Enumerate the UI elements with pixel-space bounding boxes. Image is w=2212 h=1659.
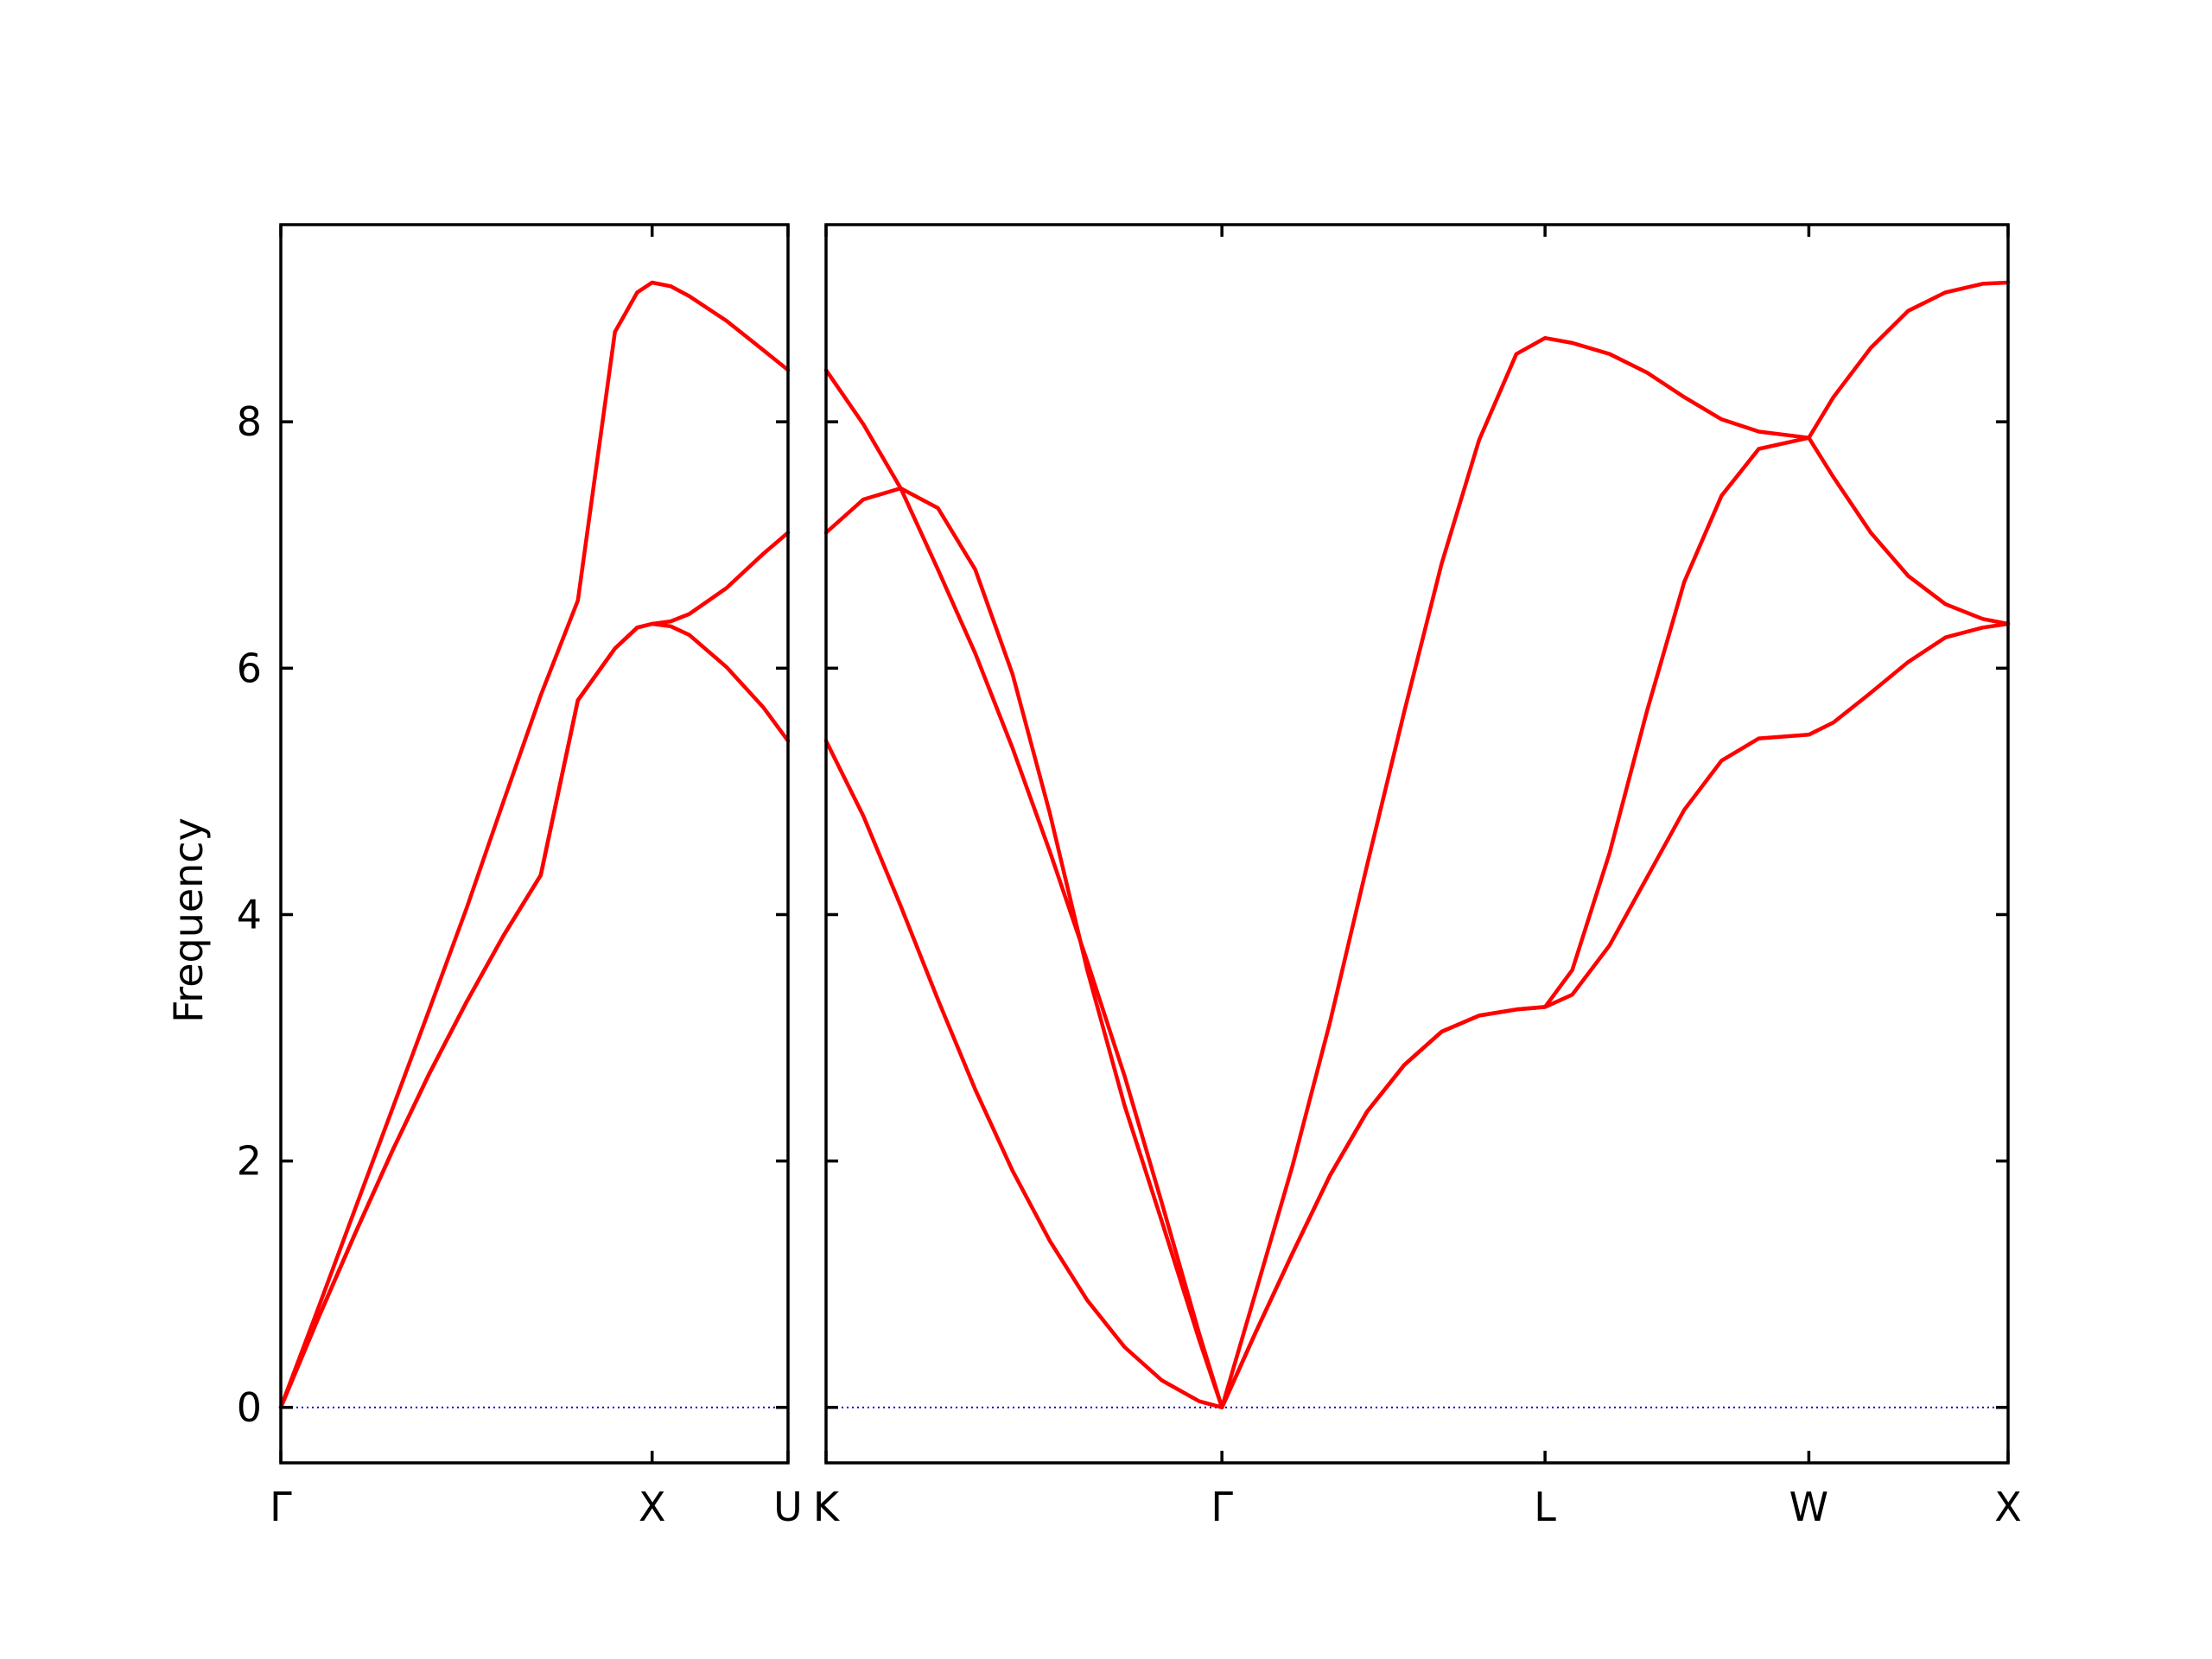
x-tick-label: W — [1789, 1484, 1828, 1530]
x-tick-label: K — [813, 1484, 841, 1530]
axes-frame — [824, 223, 2010, 1465]
x-tick-label: X — [639, 1484, 666, 1530]
y-tick-label: 4 — [237, 891, 262, 938]
y-tick-label: 0 — [237, 1384, 262, 1431]
band-2-panel-2 — [823, 435, 2011, 1410]
band-1-panel-2 — [823, 280, 2011, 1410]
band-3-panel-2 — [823, 621, 2011, 1410]
y-tick-label: 2 — [237, 1138, 262, 1185]
panel-1: 0 2 4 6 8 Γ X U — [237, 223, 803, 1530]
x-tick-label: L — [1534, 1484, 1556, 1530]
axes-frame — [279, 223, 790, 1465]
x-tick-label: Γ — [1211, 1484, 1233, 1530]
x-tick-label: X — [1994, 1484, 2022, 1530]
band-2-panel-1 — [278, 531, 791, 1410]
y-tick-label: 6 — [237, 645, 262, 691]
x-tick-label: U — [773, 1484, 803, 1530]
y-tick-label: 8 — [237, 398, 262, 445]
band-1-panel-1 — [278, 280, 791, 1410]
band-3-panel-1 — [278, 621, 791, 1410]
x-tick-label: Γ — [270, 1484, 292, 1530]
y-axis-label: Frequency — [165, 817, 212, 1023]
